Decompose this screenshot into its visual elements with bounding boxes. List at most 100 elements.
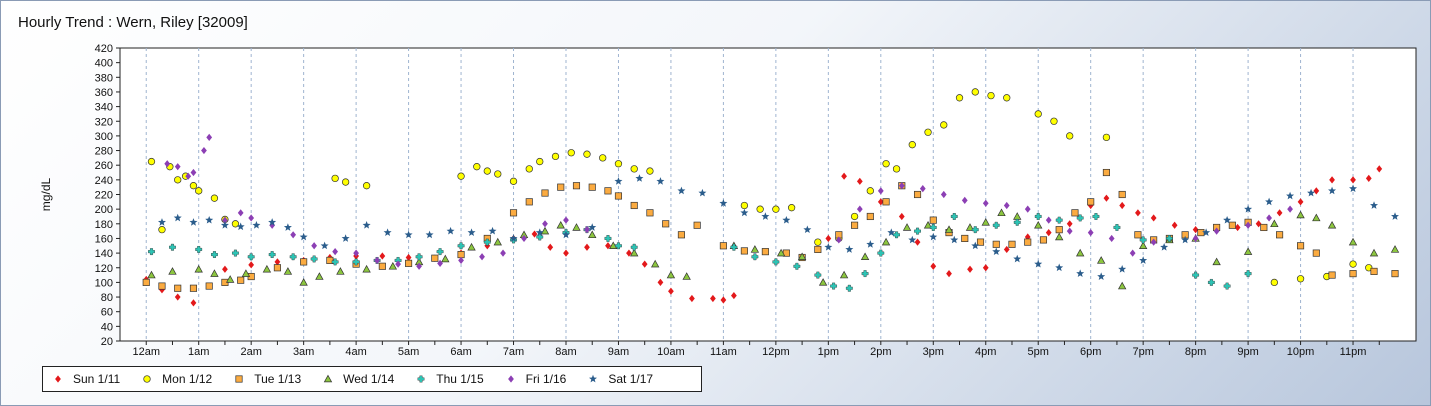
x-tick-label: 11am xyxy=(710,346,737,358)
data-point xyxy=(142,278,150,286)
data-point xyxy=(205,215,214,224)
data-point xyxy=(493,237,502,246)
data-point xyxy=(1066,132,1074,140)
data-point xyxy=(646,209,654,217)
data-point xyxy=(1066,227,1073,235)
data-point xyxy=(1139,256,1148,264)
data-point xyxy=(630,248,639,257)
data-point xyxy=(761,248,769,256)
data-point xyxy=(1260,223,1268,232)
data-point xyxy=(1045,228,1052,237)
data-point xyxy=(845,245,854,253)
series-6 xyxy=(157,174,1400,280)
data-point xyxy=(1266,214,1272,222)
data-point xyxy=(656,177,665,185)
y-tick-label: 20 xyxy=(101,336,113,348)
data-point xyxy=(189,218,198,226)
data-point xyxy=(174,293,181,301)
data-point xyxy=(584,226,590,234)
data-point xyxy=(1008,240,1016,248)
data-point xyxy=(189,182,198,190)
data-point xyxy=(776,248,786,257)
data-point xyxy=(841,172,847,180)
data-point xyxy=(997,208,1006,217)
x-tick-label: 2am xyxy=(240,346,261,358)
data-point xyxy=(236,222,245,231)
data-point xyxy=(860,252,870,260)
data-point xyxy=(1192,234,1199,243)
data-point xyxy=(1296,275,1305,283)
data-point xyxy=(851,221,859,229)
data-point xyxy=(299,278,308,286)
data-point xyxy=(1307,188,1316,197)
data-point xyxy=(164,160,171,168)
data-point xyxy=(457,251,465,259)
y-tick-label: 80 xyxy=(101,292,113,304)
data-point xyxy=(1212,257,1221,266)
x-tick-label: 8pm xyxy=(1185,346,1206,358)
data-point xyxy=(341,234,350,242)
x-tick-label: 4am xyxy=(345,346,366,358)
legend-label: Thu 1/15 xyxy=(436,372,484,386)
data-point xyxy=(1349,184,1358,193)
data-point xyxy=(1066,220,1073,228)
data-point xyxy=(1055,263,1064,272)
data-point xyxy=(1207,279,1215,286)
data-point xyxy=(923,220,933,229)
data-point xyxy=(247,253,255,261)
y-tick-label: 340 xyxy=(95,102,113,114)
data-point xyxy=(168,267,177,275)
data-point xyxy=(583,150,591,158)
data-point xyxy=(1034,220,1043,229)
data-point xyxy=(289,253,297,261)
data-point xyxy=(839,270,849,279)
data-point xyxy=(1013,218,1021,226)
data-point xyxy=(467,242,476,251)
data-point xyxy=(882,160,890,168)
x-tick-label: 12am xyxy=(132,346,160,358)
data-point xyxy=(1349,260,1357,268)
data-point xyxy=(1270,219,1279,228)
data-point xyxy=(772,205,780,213)
data-point xyxy=(982,199,989,207)
data-point xyxy=(300,258,308,266)
legend-item: Sat 1/17 xyxy=(588,372,653,386)
data-point xyxy=(563,249,569,257)
data-point xyxy=(950,213,958,220)
data-point xyxy=(1192,271,1200,279)
data-point xyxy=(630,201,638,210)
data-point xyxy=(563,216,569,224)
y-tick-label: 140 xyxy=(95,248,113,260)
data-point xyxy=(740,201,749,210)
data-point xyxy=(892,165,901,173)
data-point xyxy=(982,264,989,272)
data-point xyxy=(689,294,695,303)
data-point xyxy=(290,231,297,239)
data-point xyxy=(1287,205,1293,213)
data-point xyxy=(908,141,916,149)
data-point xyxy=(1213,227,1220,235)
data-point xyxy=(220,221,229,229)
data-point xyxy=(169,243,176,251)
legend-marker xyxy=(507,375,514,383)
data-point xyxy=(814,271,822,279)
data-point xyxy=(378,262,386,270)
data-point xyxy=(971,88,979,96)
data-point xyxy=(206,133,213,141)
data-point xyxy=(992,247,1001,256)
data-point xyxy=(971,241,980,250)
data-point xyxy=(248,214,255,222)
data-point xyxy=(946,270,952,278)
data-point xyxy=(473,163,481,171)
data-point xyxy=(588,223,597,231)
data-point xyxy=(782,215,791,224)
data-point xyxy=(940,190,947,199)
data-point xyxy=(210,194,219,202)
data-point xyxy=(362,182,371,190)
data-point xyxy=(1276,231,1284,239)
series-5 xyxy=(164,133,1293,270)
data-point xyxy=(173,213,182,222)
legend-marker xyxy=(235,375,243,383)
data-point xyxy=(416,262,422,270)
data-point xyxy=(877,198,884,206)
